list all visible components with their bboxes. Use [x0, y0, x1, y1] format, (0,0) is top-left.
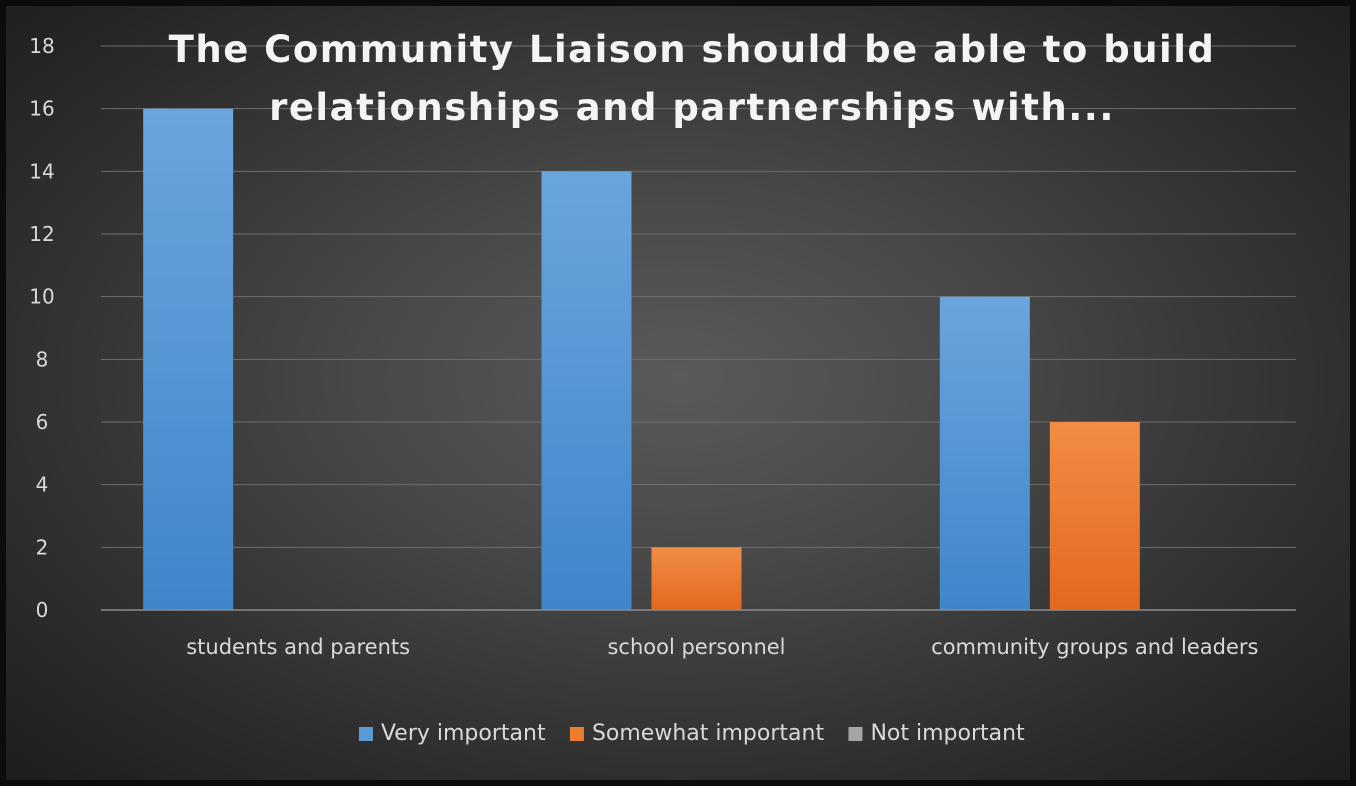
bar-somewhat-important	[1049, 422, 1140, 610]
bar-very-important	[541, 171, 632, 611]
legend-label: Not important	[870, 721, 1025, 746]
legend-swatch	[358, 727, 373, 741]
y-tick-label: 12	[29, 222, 54, 246]
y-tick-label: 8	[36, 347, 49, 371]
y-tick-label: 16	[29, 97, 54, 121]
gridlines	[101, 45, 1296, 548]
legend-swatch	[848, 727, 863, 741]
legend-item: Very important	[358, 721, 546, 746]
chart-title: The Community Liaison should be able to …	[169, 28, 1216, 129]
x-category-label: students and parents	[186, 635, 410, 659]
bars	[143, 108, 1140, 611]
bar-chart: 0 2 4 6 8 10 12 14 16 18 students and parents schoo…	[29, 28, 1296, 746]
legend: Very important Somewhat important Not impo…	[358, 721, 1025, 746]
legend-label: Somewhat important	[592, 721, 824, 746]
y-tick-label: 0	[36, 598, 49, 622]
y-tick-label: 6	[36, 410, 49, 434]
y-tick-label: 18	[29, 34, 54, 58]
legend-swatch	[569, 727, 584, 741]
y-tick-label: 2	[36, 535, 49, 559]
bar-very-important	[939, 296, 1030, 610]
legend-item: Not important	[848, 721, 1025, 746]
bar-very-important	[143, 108, 234, 611]
axes: 0 2 4 6 8 10 12 14 16 18 students and parents schoo…	[29, 34, 1296, 659]
y-tick-label: 14	[29, 159, 54, 183]
y-tick-label: 10	[29, 285, 54, 309]
chart-title-line-2: relationships and partnerships with...	[269, 86, 1115, 129]
bar-somewhat-important	[651, 547, 742, 610]
legend-item: Somewhat important	[569, 721, 824, 746]
x-category-label: community groups and leaders	[931, 635, 1258, 659]
legend-label: Very important	[381, 721, 546, 746]
x-category-label: school personnel	[607, 635, 785, 659]
chart-title-line-1: The Community Liaison should be able to …	[169, 28, 1216, 71]
y-tick-label: 4	[36, 473, 49, 497]
